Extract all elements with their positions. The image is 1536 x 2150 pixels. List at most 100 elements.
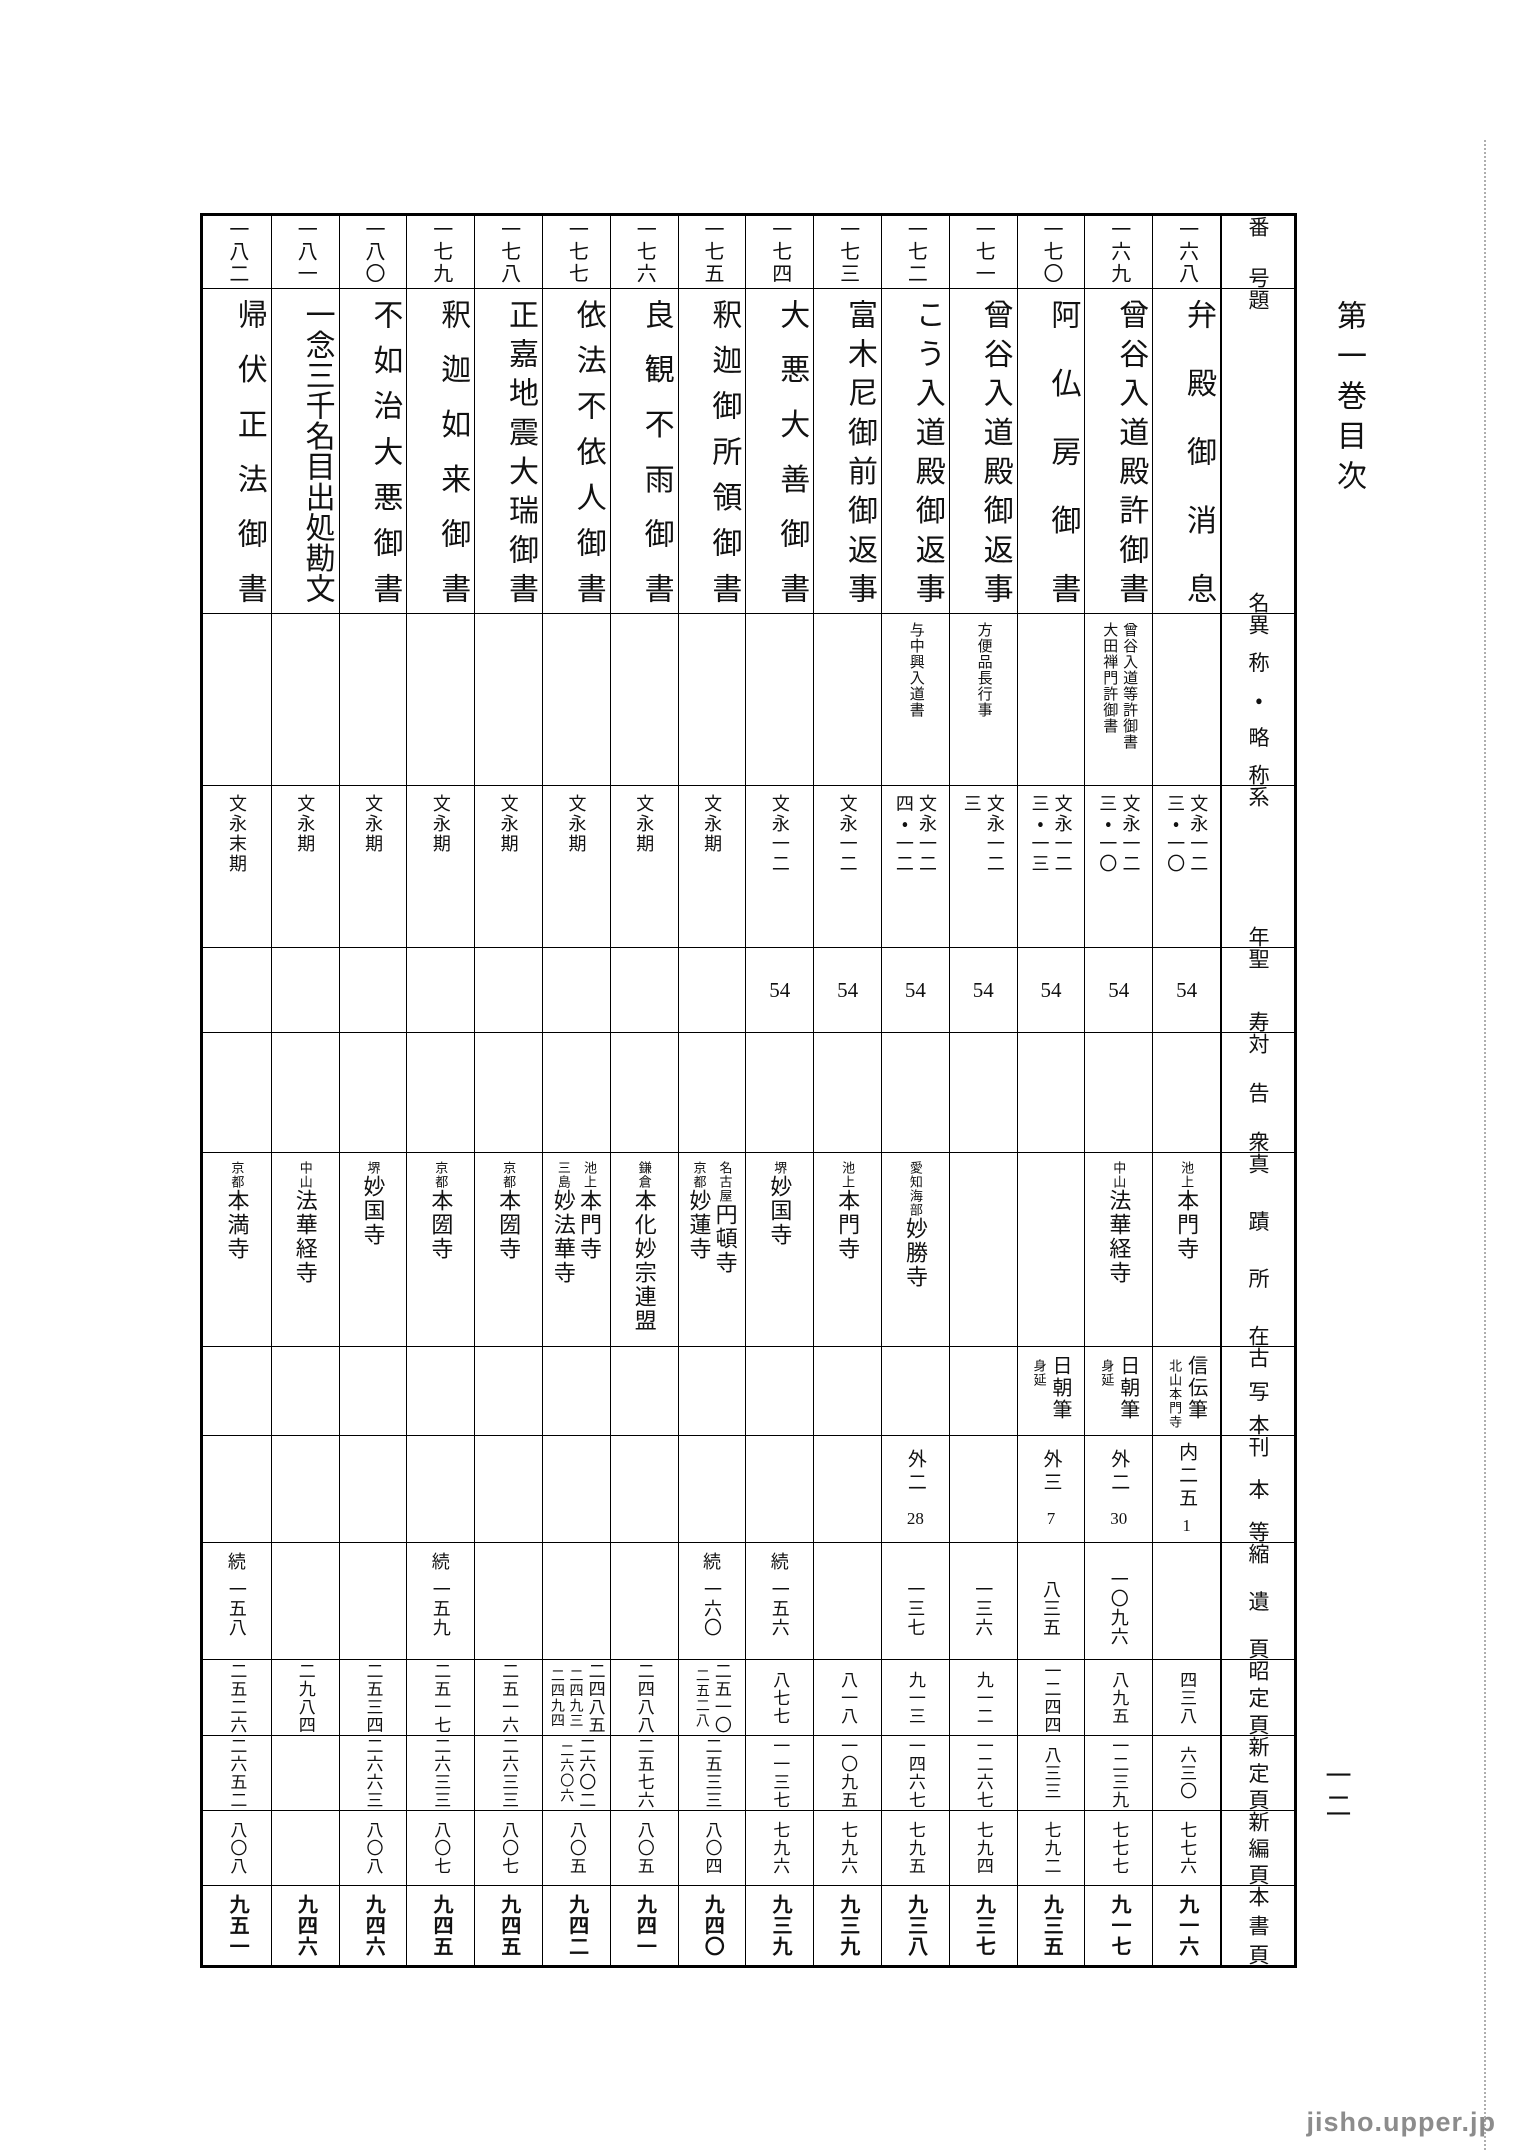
entry-age-cell: 54: [814, 947, 881, 1032]
header-honsho: 本書頁: [1222, 1885, 1294, 1965]
entry-audience-cell: [407, 1032, 475, 1152]
location-lines: 京都 本満寺: [203, 1153, 271, 1346]
shintei-lines: [272, 1736, 339, 1810]
dating-era: 文永一二: [984, 794, 1005, 874]
shintei-page: 一一三七: [770, 1737, 790, 1809]
manuscript-lines: [950, 1347, 1017, 1435]
entry-number: 一七七: [565, 219, 588, 285]
entry-shotei-cell: 八七七: [746, 1659, 814, 1735]
location-temple: 本門寺: [835, 1189, 861, 1261]
entry-title: 釈迦如来御書: [436, 299, 470, 603]
location-place: 名古屋: [717, 1161, 733, 1203]
location-place: 愛知海部: [907, 1161, 923, 1217]
entry-number-cell: 一七四: [746, 216, 813, 288]
header-title: 題名: [1222, 288, 1294, 613]
entry-dating-cell: 文永期: [678, 785, 746, 947]
location-line: 京都 本圀寺: [428, 1161, 453, 1261]
shotei-page: 九一二: [973, 1670, 993, 1725]
location-lines: 愛知海部 妙勝寺: [882, 1153, 949, 1346]
entry-manuscript-cell: [203, 1346, 271, 1435]
shukui-prefix: 続: [702, 1552, 721, 1572]
entry-shintei-cell: 二五七六: [610, 1735, 678, 1810]
location-lines: 堺 妙国寺: [746, 1153, 813, 1346]
entry-shotei-cell: 二四八五 二四九三 二四九四: [543, 1659, 610, 1735]
entry-audience-cell: [271, 1032, 339, 1152]
entry-shotei-cell: 二五二六: [203, 1659, 271, 1735]
honsho-page: 九一六: [1175, 1894, 1198, 1957]
shintei-page: 一〇九五: [838, 1737, 858, 1809]
shotei-lines: 二九八四: [272, 1660, 339, 1735]
entry-age-cell: 54: [1153, 947, 1220, 1032]
dating-era: 文永期: [498, 794, 519, 854]
entry-edition-cell: 内二五 1: [1153, 1435, 1220, 1542]
shotei-page: 二五一七: [431, 1661, 451, 1734]
entry-audience-cell: [475, 1032, 542, 1152]
shotei-page: 二五一〇: [711, 1661, 731, 1734]
shukui-page: 一五六: [769, 1579, 790, 1637]
dating-era: 文永期: [634, 794, 655, 854]
alias-lines: [340, 614, 407, 785]
entry-manuscript-cell: [678, 1346, 746, 1435]
entry-number: 一七八: [497, 219, 520, 285]
entry-title: 富木尼御前御返事: [843, 299, 876, 603]
shinpen-page: 七九六: [770, 1821, 790, 1875]
entry-location-cell: 京都 本圀寺: [407, 1152, 475, 1346]
entry-audience-cell: [1085, 1032, 1153, 1152]
watermark: jisho.upper.jp: [1306, 2107, 1496, 2137]
entry-age-cell: [543, 947, 610, 1032]
shintei-page: 二六三三: [499, 1737, 519, 1809]
entry-number-cell: 一七二: [882, 216, 949, 288]
location-lines: 堺 妙国寺: [340, 1153, 407, 1346]
entry-number-cell: 一七七: [543, 216, 610, 288]
location-line: 名古屋 円頓寺: [713, 1161, 738, 1275]
alias-line: 与中興入道書: [907, 622, 924, 718]
location-temple: 妙蓮寺: [686, 1189, 712, 1261]
entry-alias-cell: [203, 613, 271, 785]
entry-shukui-cell: 続 一五六: [746, 1542, 814, 1659]
header-shukui: 縮遺頁: [1222, 1542, 1294, 1659]
entry-alias-cell: [339, 613, 407, 785]
entry-title-cell: 一念三千名目出処勘文: [271, 288, 339, 613]
edition-volume: 外二: [904, 1449, 926, 1496]
shukui-page: 一五八: [226, 1579, 247, 1637]
dating-month-day: 三・一〇: [1165, 794, 1186, 874]
shotei-lines: 二五一〇 二五二八: [679, 1660, 746, 1735]
entry-edition-cell: [543, 1435, 610, 1542]
entry-manuscript-cell: [475, 1346, 542, 1435]
entry-number-cell: 一七九: [407, 216, 474, 288]
entry-alias-cell: [610, 613, 678, 785]
entry-dating-cell: 文永期: [271, 785, 339, 947]
entry-column: 一七一 曾谷入道殿御返事 方便品長行事 文永一二 三 54: [948, 216, 1017, 1965]
dating-lines: 文永期: [272, 786, 339, 947]
entry-shotei-cell: 四三八: [1153, 1659, 1220, 1735]
honsho-page: 九四五: [497, 1894, 520, 1957]
edition-ref: 外二 30: [1108, 1436, 1129, 1542]
dating-lines: 文永期: [475, 786, 542, 947]
shotei-lines: 二四八五 二四九三 二四九四: [543, 1660, 610, 1735]
shotei-lines: 二五一六: [475, 1660, 542, 1735]
entry-shintei-cell: 二六三三: [475, 1735, 542, 1810]
entry-number: 一八二: [225, 219, 248, 285]
entry-column: 一八二 帰伏正法御書 文永末期 京都 本満: [203, 216, 271, 1965]
alias-lines: 曾谷入道等許御書 大田禅門許御書: [1085, 614, 1152, 785]
location-line: 堺 妙国寺: [767, 1161, 792, 1247]
location-temple: 妙国寺: [360, 1175, 386, 1247]
entry-dating-cell: 文永一二 三・一〇: [1085, 785, 1153, 947]
alias-line: 曾谷入道等許御書: [1121, 622, 1138, 750]
shinpen-page: 八〇八: [363, 1821, 383, 1875]
location-temple: 本満寺: [224, 1189, 250, 1261]
shintei-lines: 一〇九五: [814, 1736, 881, 1810]
entry-alias-cell: 与中興入道書: [882, 613, 949, 785]
shotei-page: 二四九三: [567, 1667, 583, 1728]
location-place: 堺: [772, 1161, 788, 1175]
shintei-lines: 二六三三: [475, 1736, 542, 1810]
entry-title: 正嘉地震大瑞御書: [504, 299, 537, 603]
shintei-lines: 一一三七: [746, 1736, 813, 1810]
shotei-lines: 二四八八: [611, 1660, 678, 1735]
entry-shukui-cell: 一三七: [882, 1542, 949, 1659]
entry-alias-cell: [746, 613, 814, 785]
location-place: 鎌倉: [636, 1161, 652, 1189]
alias-lines: [272, 614, 339, 785]
entry-shukui-cell: [271, 1542, 339, 1659]
entry-shotei-cell: 二四八八: [610, 1659, 678, 1735]
